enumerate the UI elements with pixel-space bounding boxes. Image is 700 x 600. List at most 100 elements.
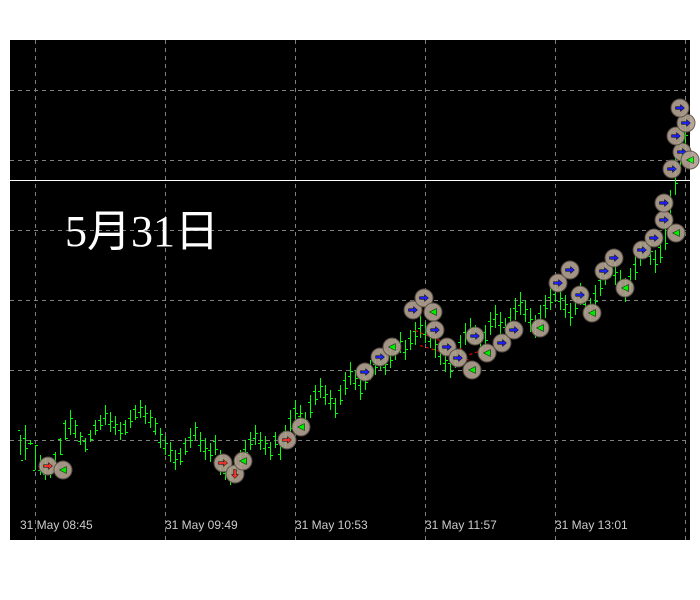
price-bar: [515, 298, 516, 320]
price-bar: [320, 378, 321, 398]
trade-marker[interactable]: [234, 452, 253, 471]
x-axis-label: 31 May 08:45: [20, 518, 93, 532]
price-bar: [195, 422, 196, 440]
price-bar: [200, 432, 201, 452]
price-bar: [20, 435, 21, 455]
trade-marker[interactable]: [561, 261, 580, 280]
grid-line-vertical: [165, 40, 166, 540]
chart-title: 5月31日: [65, 195, 219, 259]
trade-marker[interactable]: [655, 194, 674, 213]
price-bar: [140, 400, 141, 418]
price-bar: [570, 303, 571, 326]
price-bar: [165, 436, 166, 455]
grid-line-vertical: [295, 40, 296, 540]
price-bar: [75, 420, 76, 438]
price-bar: [345, 372, 346, 395]
price-bar: [105, 405, 106, 425]
price-bar: [315, 385, 316, 405]
price-bar: [500, 312, 501, 335]
price-bar: [250, 432, 251, 450]
trade-marker[interactable]: [424, 303, 443, 322]
price-bar: [340, 385, 341, 405]
trade-marker[interactable]: [605, 249, 624, 268]
price-bar: [150, 410, 151, 428]
price-bar: [275, 432, 276, 448]
price-chart[interactable]: 31 May 08:45 31 May 09:49 31 May 10:53 31 M…: [10, 40, 690, 540]
price-bar: [135, 405, 136, 420]
price-bar: [190, 428, 191, 448]
trade-marker[interactable]: [463, 361, 482, 380]
price-bar: [405, 340, 406, 360]
grid-line-horizontal: [10, 90, 690, 91]
price-bar: [295, 400, 296, 420]
price-bar: [125, 420, 126, 435]
grid-line-horizontal: [10, 300, 690, 301]
x-axis-label: 31 May 11:57: [425, 518, 497, 532]
price-bar: [415, 322, 416, 345]
trade-marker[interactable]: [583, 304, 602, 323]
price-bar: [420, 315, 421, 338]
trade-marker[interactable]: [663, 160, 682, 179]
trade-marker[interactable]: [671, 99, 690, 118]
price-bar: [170, 442, 171, 462]
x-axis-label: 31 May 13:01: [555, 518, 628, 532]
trade-marker[interactable]: [645, 229, 664, 248]
x-axis-label: 31 May 09:49: [165, 518, 238, 532]
trade-marker[interactable]: [466, 327, 485, 346]
price-bar: [25, 425, 26, 460]
price-bar: [350, 362, 351, 385]
trade-marker[interactable]: [426, 321, 445, 340]
price-bar: [255, 425, 256, 445]
price-bar: [210, 443, 211, 462]
price-bar: [335, 398, 336, 418]
price-bar: [180, 448, 181, 465]
price-bar: [60, 438, 61, 455]
price-bar: [270, 442, 271, 460]
price-bar: [145, 405, 146, 424]
trade-marker[interactable]: [356, 363, 375, 382]
price-bar: [565, 295, 566, 318]
price-bar: [185, 438, 186, 455]
trade-marker[interactable]: [383, 338, 402, 357]
trade-marker[interactable]: [54, 461, 73, 480]
price-bar: [100, 415, 101, 430]
price-bar: [325, 385, 326, 405]
price-bar: [70, 410, 71, 435]
price-bar: [35, 445, 36, 470]
price-bar: [260, 432, 261, 450]
price-bar: [495, 305, 496, 328]
trade-marker[interactable]: [505, 321, 524, 340]
price-bar: [80, 432, 81, 445]
price-bar: [655, 250, 656, 273]
price-bar: [155, 418, 156, 435]
grid-line-horizontal: [10, 440, 690, 441]
price-bar: [265, 436, 266, 455]
price-bar: [520, 292, 521, 315]
trade-marker[interactable]: [681, 151, 700, 170]
grid-line-horizontal: [10, 160, 690, 161]
trade-marker[interactable]: [531, 319, 550, 338]
price-bar: [110, 412, 111, 432]
price-bar: [410, 330, 411, 350]
price-bar: [635, 255, 636, 280]
price-bar: [545, 295, 546, 318]
price-bar: [115, 416, 116, 435]
price-bar: [160, 428, 161, 448]
trade-marker[interactable]: [667, 224, 686, 243]
price-bar: [175, 450, 176, 470]
trade-marker[interactable]: [292, 418, 311, 437]
price-bar: [130, 410, 131, 428]
price-bar: [215, 435, 216, 455]
trade-marker[interactable]: [571, 286, 590, 305]
price-bar: [550, 288, 551, 310]
level-line: [10, 180, 690, 181]
price-bar: [360, 378, 361, 400]
price-bar: [330, 390, 331, 410]
price-bar: [120, 422, 121, 440]
price-bar: [310, 395, 311, 418]
trade-marker[interactable]: [616, 279, 635, 298]
price-bar: [90, 430, 91, 442]
x-axis-label: 31 May 10:53: [295, 518, 368, 532]
price-bar: [205, 438, 206, 460]
price-bar: [490, 312, 491, 335]
